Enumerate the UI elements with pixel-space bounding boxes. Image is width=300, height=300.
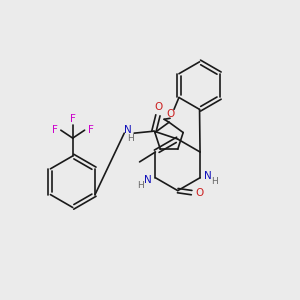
Text: N: N: [204, 171, 212, 181]
Text: O: O: [166, 109, 174, 119]
Text: O: O: [155, 102, 163, 112]
Text: N: N: [144, 175, 152, 185]
Text: H: H: [127, 134, 134, 142]
Text: H: H: [137, 181, 144, 190]
Text: H: H: [212, 177, 218, 186]
Text: F: F: [52, 125, 58, 135]
Text: F: F: [70, 114, 76, 124]
Text: O: O: [195, 188, 204, 198]
Text: N: N: [124, 125, 132, 135]
Text: F: F: [88, 125, 94, 135]
